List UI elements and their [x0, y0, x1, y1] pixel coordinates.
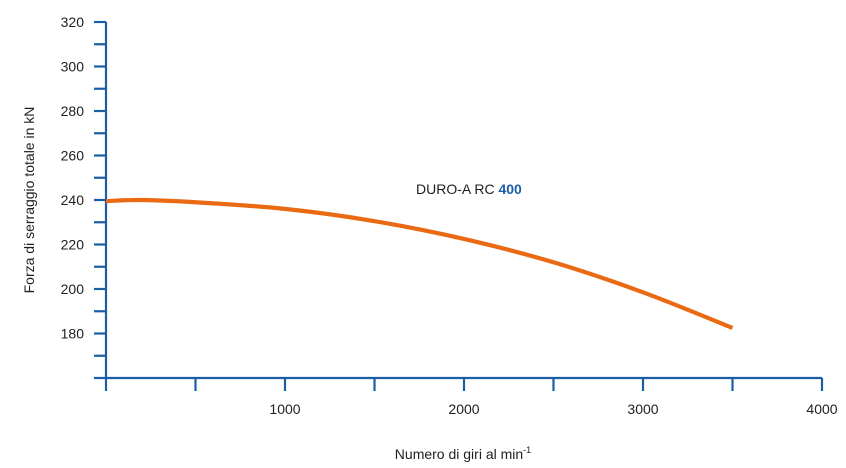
x-axis-title: Numero di giri al min-1 — [395, 445, 531, 462]
y-tick-label: 280 — [61, 103, 85, 119]
x-tick-label: 1000 — [269, 401, 300, 417]
series-line-0 — [105, 197, 734, 330]
y-tick-label: 180 — [61, 326, 85, 342]
series-label: DURO-A RC 400 — [416, 181, 522, 197]
y-tick-label: 220 — [61, 237, 85, 253]
x-axis-title-superscript: -1 — [523, 445, 531, 455]
y-tick-label: 240 — [61, 192, 85, 208]
series-label-prefix: DURO-A RC — [416, 181, 498, 197]
y-tick-label: 320 — [61, 14, 85, 30]
x-tick-label: 2000 — [448, 401, 479, 417]
axes — [94, 20, 824, 391]
x-axis-title-text: Numero di giri al min — [395, 446, 523, 462]
y-axis-title: Forza di serraggio totale in kN — [21, 107, 37, 294]
x-tick-label: 3000 — [627, 401, 658, 417]
labels: 180 200 220 240 260 280 300 320 1000 2000 3000 4000 — [61, 14, 838, 417]
y-tick-label: 260 — [61, 148, 85, 164]
x-tick-label: 4000 — [806, 401, 837, 417]
y-tick-label: 300 — [61, 59, 85, 75]
series-layer — [105, 197, 734, 330]
y-tick-label: 200 — [61, 281, 85, 297]
series-label-number: 400 — [498, 181, 522, 197]
